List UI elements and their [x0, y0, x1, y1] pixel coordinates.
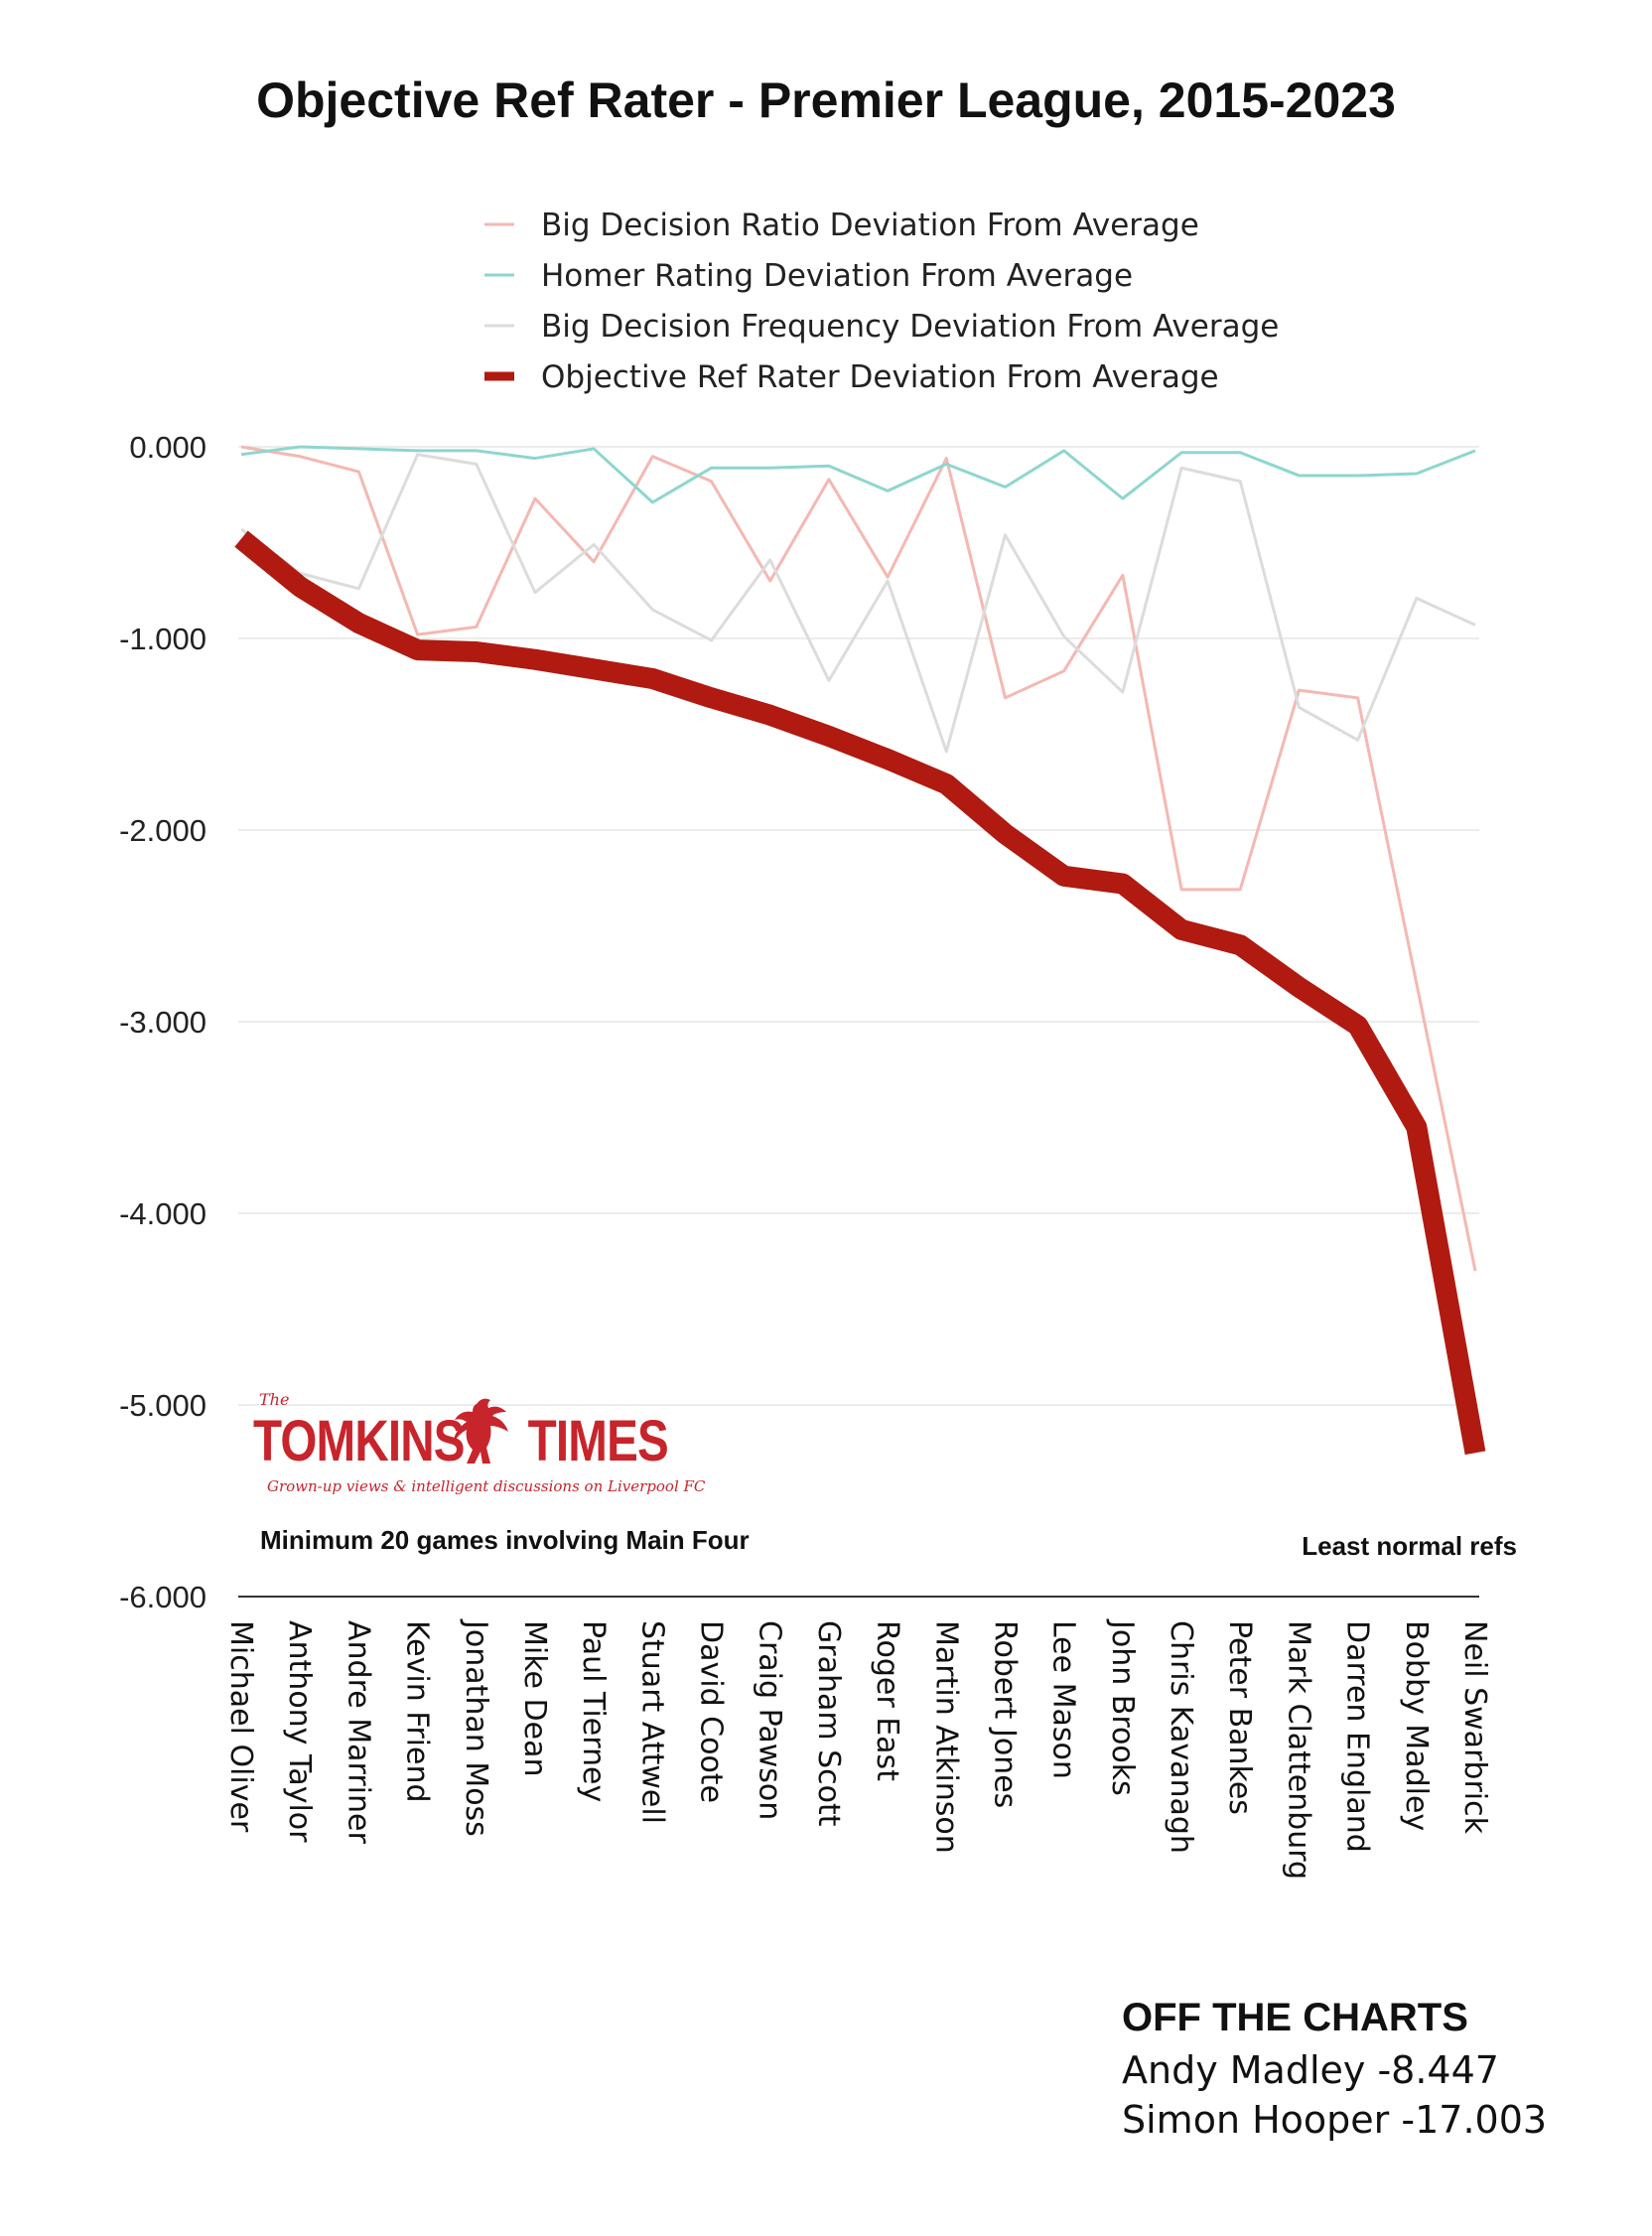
legend-label: Objective Ref Rater Deviation From Avera…	[541, 359, 1219, 395]
logo-name-right: TIMES	[527, 1409, 669, 1473]
x-tick-label: Craig Pawson	[753, 1620, 787, 1820]
x-tick-label: Lee Mason	[1046, 1620, 1081, 1779]
x-tick-label: John Brooks	[1105, 1618, 1140, 1796]
off-the-charts-line: Andy Madley -8.447	[1122, 2048, 1499, 2092]
off-the-charts-heading: OFF THE CHARTS	[1122, 1996, 1468, 2039]
y-tick-label: -6.000	[119, 1580, 206, 1614]
legend-label: Big Decision Ratio Deviation From Averag…	[541, 208, 1199, 243]
y-axis: 0.000 -1.000 -2.000 -3.000 -4.000 -5.000 -6.00…	[119, 430, 206, 1614]
y-tick-label: -1.000	[119, 622, 206, 656]
legend: Big Decision Ratio Deviation From Averag…	[484, 208, 1279, 395]
liver-bird-icon	[453, 1398, 508, 1464]
legend-label: Homer Rating Deviation From Average	[541, 258, 1133, 294]
x-tick-label: Roger East	[870, 1620, 904, 1781]
x-tick-label: Michael Oliver	[223, 1620, 258, 1833]
y-tick-label: -3.000	[119, 1005, 206, 1040]
series-line-4	[234, 530, 1486, 1456]
x-tick-label: Jonathan Moss	[459, 1618, 493, 1837]
y-tick-label: -4.000	[119, 1196, 206, 1231]
logo-the-text: The	[259, 1390, 290, 1409]
x-tick-label: Neil Swarbrick	[1457, 1620, 1492, 1835]
logo-wordmark: TOMKINS TIMES	[253, 1408, 669, 1474]
off-the-charts-box: OFF THE CHARTS Andy Madley -8.447 Simon …	[1122, 1996, 1618, 2148]
y-tick-label: -2.000	[119, 813, 206, 848]
x-tick-label: Darren England	[1340, 1620, 1375, 1853]
y-tick-label: -5.000	[119, 1388, 206, 1423]
x-tick-label: Mike Dean	[517, 1620, 552, 1776]
logo-name-left: TOMKINS	[253, 1409, 466, 1473]
logo-tagline: Grown-up views & intelligent discussions…	[267, 1477, 706, 1495]
right-note: Least normal refs	[1302, 1531, 1517, 1561]
x-tick-label: Anthony Taylor	[282, 1620, 317, 1843]
y-tick-label: 0.000	[129, 430, 206, 465]
legend-label: Big Decision Frequency Deviation From Av…	[541, 309, 1279, 345]
x-tick-label: Martin Atkinson	[928, 1620, 963, 1854]
x-tick-label: Robert Jones	[987, 1620, 1022, 1808]
left-note: Minimum 20 games involving Main Four	[260, 1525, 750, 1555]
x-tick-label: Mark Clattenburg	[1281, 1620, 1315, 1880]
x-tick-label: Peter Bankes	[1222, 1620, 1257, 1815]
x-tick-label: Stuart Attwell	[634, 1620, 669, 1824]
x-tick-label: David Coote	[694, 1620, 729, 1803]
series-lines	[234, 445, 1486, 1456]
series-line-1	[240, 445, 1477, 1272]
x-tick-label: Paul Tierney	[576, 1620, 611, 1802]
x-axis: Michael Oliver Anthony Taylor Andre Marrin…	[223, 1618, 1492, 1880]
x-tick-label: Graham Scott	[811, 1620, 846, 1827]
chart-title: Objective Ref Rater - Premier League, 20…	[256, 72, 1396, 128]
series-line-3	[240, 453, 1476, 754]
series-line-2	[240, 445, 1476, 504]
x-tick-label: Andre Marriner	[341, 1620, 375, 1844]
x-tick-label: Chris Kavanagh	[1164, 1620, 1198, 1854]
x-tick-label: Kevin Friend	[400, 1620, 435, 1803]
x-tick-label: Bobby Madley	[1399, 1620, 1434, 1831]
gridlines	[238, 446, 1479, 1598]
off-the-charts-line: Simon Hooper -17.003	[1122, 2098, 1548, 2142]
